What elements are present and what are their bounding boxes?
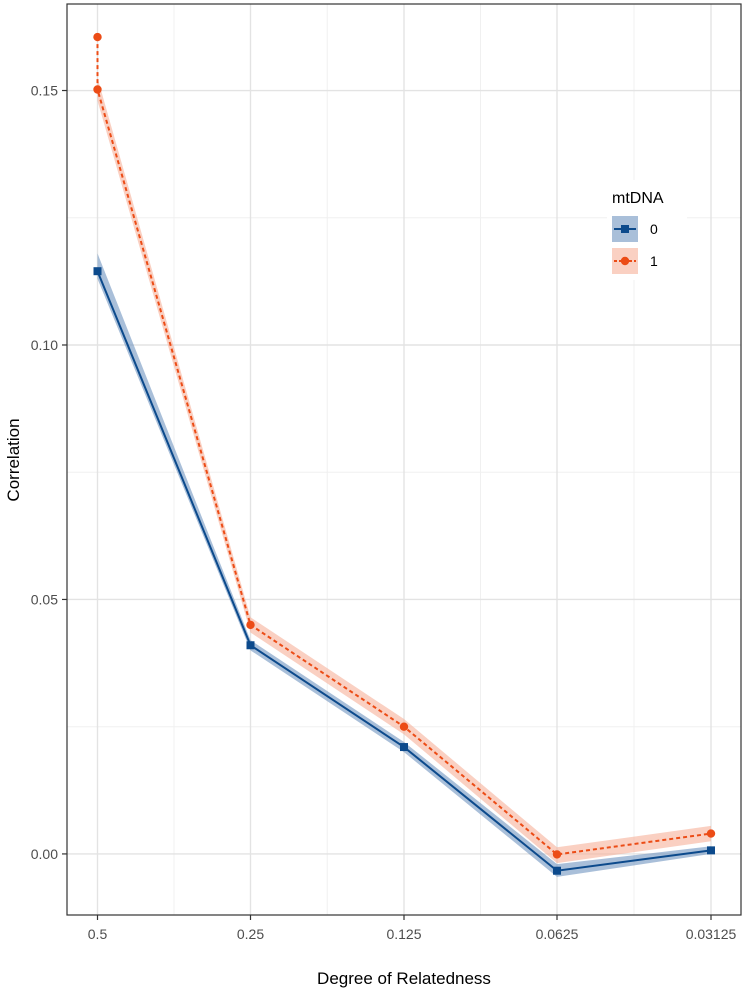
point-series-0	[400, 743, 408, 752]
x-axis: 0.5 0.25 0.125 0.0625 0.03125	[88, 915, 737, 942]
y-tick-label: 0.10	[31, 337, 58, 353]
y-tick-label: 0.05	[31, 591, 58, 607]
y-axis-title: Correlation	[4, 418, 23, 501]
legend-label-0: 0	[650, 221, 658, 237]
x-tick-label: 0.25	[237, 926, 264, 942]
legend-key-marker-1	[620, 256, 630, 266]
legend: mtDNA 01	[607, 180, 687, 280]
x-tick-label: 0.125	[386, 926, 421, 942]
legend-label-1: 1	[650, 253, 658, 269]
x-tick-label: 0.5	[88, 926, 108, 942]
y-tick-label: 0.15	[31, 83, 58, 99]
y-axis: 0.00 0.05 0.10 0.15	[31, 83, 67, 862]
point-series-0	[93, 267, 102, 276]
point-series-1	[93, 85, 102, 94]
ribbon-series-0	[97, 253, 711, 877]
x-tick-label: 0.0625	[536, 926, 579, 942]
x-axis-title: Degree of Relatedness	[317, 969, 491, 988]
point-series-0	[707, 846, 715, 855]
x-tick-label: 0.03125	[686, 926, 737, 942]
point-series-1	[93, 32, 102, 42]
point-series-1	[399, 722, 409, 731]
line-series-1	[96, 37, 712, 856]
point-series-0	[246, 641, 255, 650]
point-series-0	[553, 866, 561, 875]
point-series-1	[552, 850, 562, 859]
confidence-ribbons	[97, 77, 711, 877]
legend-title: mtDNA	[612, 190, 664, 207]
series-points	[93, 32, 716, 875]
point-series-1	[246, 620, 255, 630]
point-series-1	[706, 829, 716, 838]
legend-keys: 01	[612, 216, 658, 274]
y-tick-label: 0.00	[31, 846, 58, 862]
major-gridlines	[67, 4, 741, 915]
legend-key-marker-0	[621, 225, 629, 233]
